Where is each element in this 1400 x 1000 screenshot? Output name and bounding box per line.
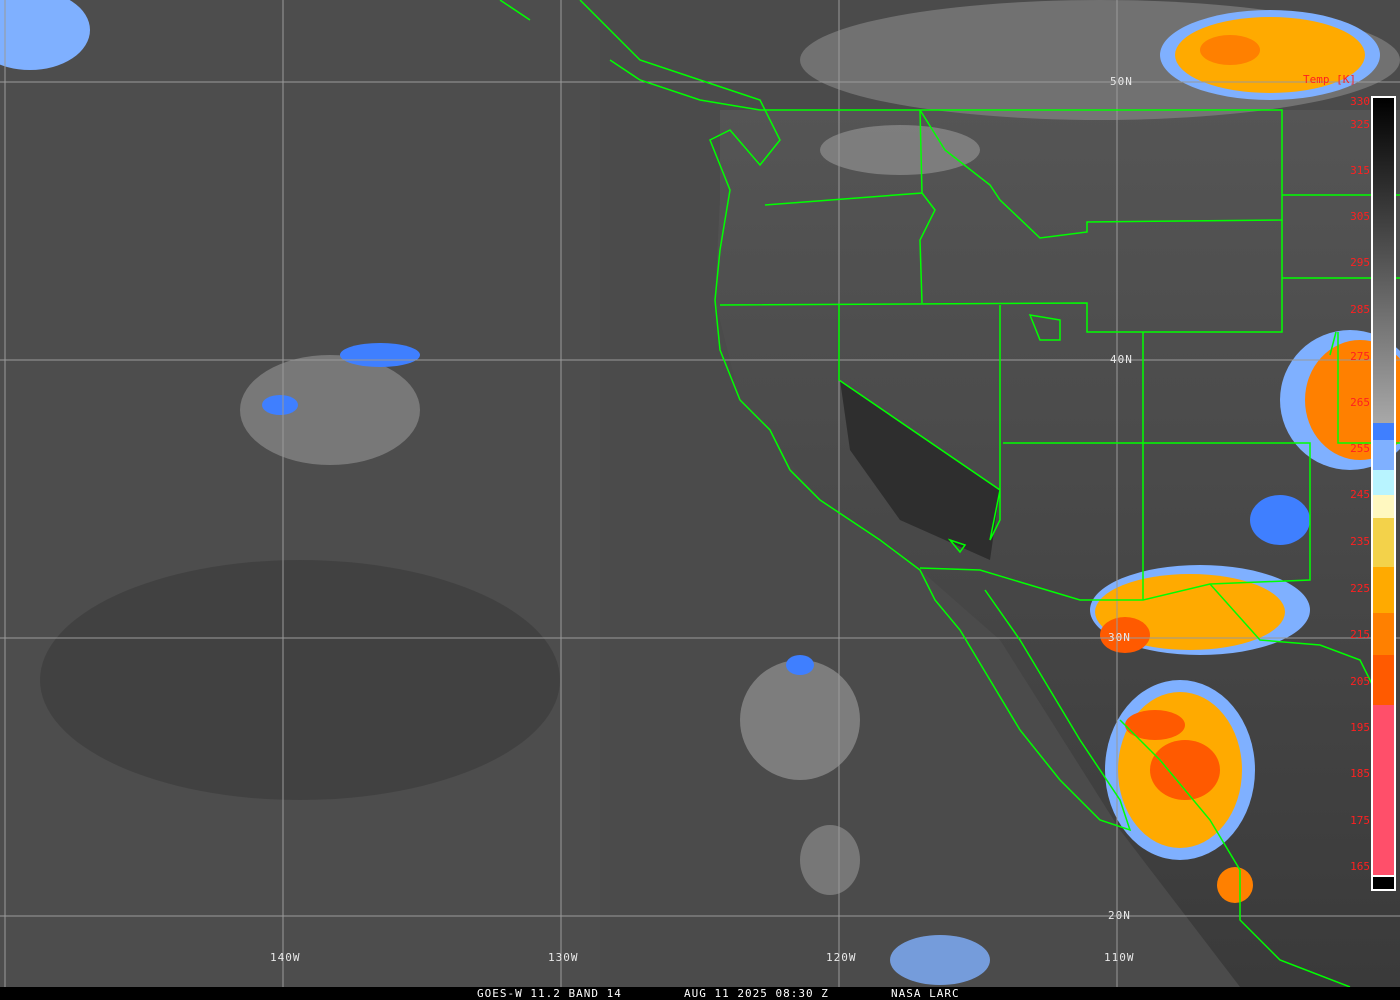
colorbar-tick-label: 325 [1350,118,1370,131]
colorbar-tick-label: 225 [1350,582,1370,595]
timestamp: AUG 11 2025 08:30 Z [684,987,829,1000]
colorbar-tick-label: 235 [1350,535,1370,548]
credit: NASA LARC [891,987,960,1000]
colorbar-title: Temp [K] [1303,73,1356,86]
colorbar-tick-label: 255 [1350,442,1370,455]
colorbar-tick-label: 315 [1350,164,1370,177]
colorbar-tick-label: 185 [1350,767,1370,780]
colorbar-tick-label: 195 [1350,721,1370,734]
lat-label: 20N [1108,909,1131,922]
colorbar-tick-label: 330 [1350,95,1370,108]
colorbar-tick-label: 205 [1350,675,1370,688]
colorbar-tick-label: 275 [1350,350,1370,363]
lon-label: 130W [548,951,579,964]
lat-label: 40N [1110,353,1133,366]
colorbar-tick-label: 165 [1350,860,1370,873]
colorbar-tick-label: 265 [1350,396,1370,409]
colorbar-tick-label: 175 [1350,814,1370,827]
colorbar-tick-label: 285 [1350,303,1370,316]
satellite-band: GOES-W 11.2 BAND 14 [477,987,622,1000]
colorbar-tick-label: 305 [1350,210,1370,223]
colorbar-tick-label: 245 [1350,488,1370,501]
lat-label: 30N [1108,631,1131,644]
lon-label: 120W [826,951,857,964]
colorbar-tick-label: 215 [1350,628,1370,641]
footer-bar: GOES-W 11.2 BAND 14 AUG 11 2025 08:30 Z … [0,987,1400,1000]
colorbar-tick-label: 295 [1350,256,1370,269]
colorbar [1371,96,1396,891]
lat-label: 50N [1110,75,1133,88]
lon-label: 110W [1104,951,1135,964]
lon-label: 140W [270,951,301,964]
